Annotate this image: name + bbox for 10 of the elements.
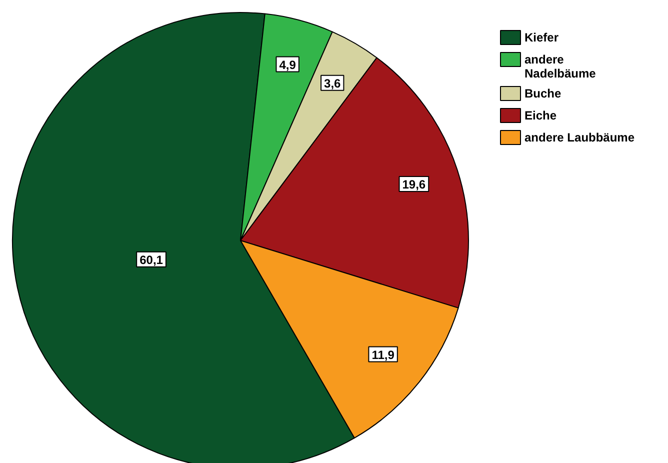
data-label: 4,9: [279, 58, 296, 72]
data-label: 11,9: [372, 348, 395, 362]
legend-label: andere Nadelbäume: [524, 52, 596, 80]
data-label: 19,6: [402, 178, 426, 192]
data-label: 60,1: [140, 252, 164, 267]
legend-label: Kiefer: [524, 30, 559, 44]
legend-label: Eiche: [524, 108, 557, 122]
legend-label: Buche: [524, 86, 562, 100]
legend-label: andere Laubbäume: [524, 130, 635, 144]
data-label: 3,6: [324, 76, 342, 90]
